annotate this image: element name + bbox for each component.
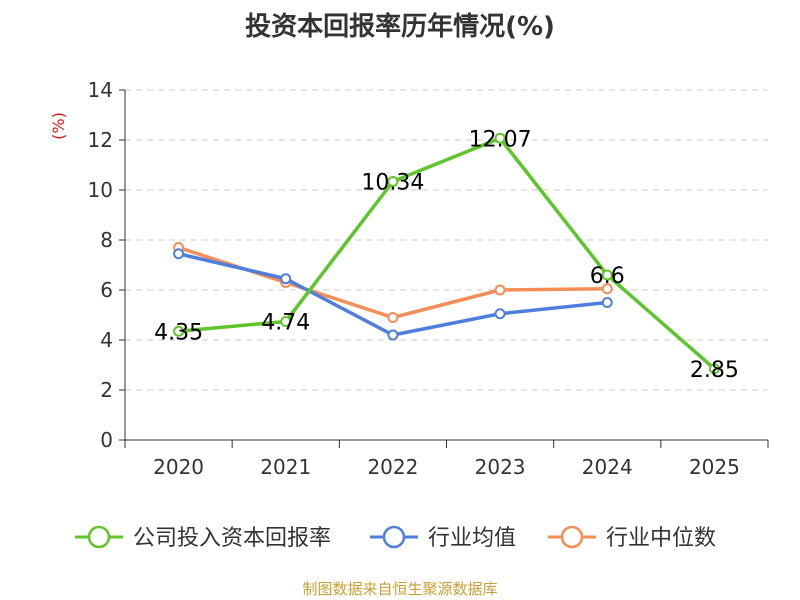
y-tick-label: 10 xyxy=(88,178,113,202)
data-point[interactable] xyxy=(387,176,399,187)
series-lines xyxy=(173,132,720,375)
y-tick-label: 2 xyxy=(100,378,113,402)
series-line xyxy=(178,136,716,371)
data-point[interactable] xyxy=(387,329,399,341)
data-point[interactable] xyxy=(708,363,720,375)
legend-marker[interactable] xyxy=(87,525,111,549)
axes: 0 2 4 6 8 10 12 14 2020 2021 2022 2023 2024 2025 (%) xyxy=(49,78,769,479)
data-point[interactable] xyxy=(494,132,506,144)
data-label: 2.85 xyxy=(690,358,739,383)
source-note: 制图数据来自恒生聚源数据库 xyxy=(302,580,498,598)
y-tick-label: 8 xyxy=(100,228,113,252)
y-tick-label: 6 xyxy=(100,278,113,302)
data-labels: 4.35 4.74 10.34 12.07 6.6 2.85 xyxy=(154,127,739,383)
legend-marker[interactable] xyxy=(560,525,584,549)
x-tick-label: 2025 xyxy=(689,455,740,479)
data-label: 4.74 xyxy=(261,311,310,336)
grid-lines xyxy=(125,89,768,391)
y-tick-label: 0 xyxy=(100,428,113,452)
x-tick-label: 2023 xyxy=(475,455,526,479)
legend-label[interactable]: 行业中位数 xyxy=(606,526,716,551)
legend-label[interactable]: 行业均值 xyxy=(428,526,516,551)
data-label: 10.34 xyxy=(361,171,424,196)
legend-marker[interactable] xyxy=(382,525,406,549)
data-point[interactable] xyxy=(494,284,506,296)
data-point[interactable] xyxy=(601,283,613,295)
y-tick-label: 4 xyxy=(100,328,113,352)
chart-title: 投资本回报率历年情况(%) xyxy=(245,12,555,42)
data-point[interactable] xyxy=(173,248,185,260)
x-tick-label: 2021 xyxy=(260,455,311,479)
data-point[interactable] xyxy=(601,297,613,308)
data-point[interactable] xyxy=(280,316,292,327)
legend: 公司投入资本回报率 行业均值 行业中位数 xyxy=(75,525,716,551)
x-tick-label: 2020 xyxy=(153,455,204,479)
data-point[interactable] xyxy=(494,308,506,320)
y-tick-label: 12 xyxy=(88,128,113,152)
x-tick-label: 2022 xyxy=(367,455,418,479)
x-tick-label: 2024 xyxy=(582,455,633,479)
y-axis-unit-label: (%) xyxy=(49,112,68,140)
data-point[interactable] xyxy=(601,269,613,281)
series-line xyxy=(178,245,608,320)
data-point[interactable] xyxy=(387,312,399,323)
data-label: 4.35 xyxy=(154,320,203,345)
data-point[interactable] xyxy=(173,325,185,337)
data-point[interactable] xyxy=(280,273,292,285)
data-label: 6.6 xyxy=(590,264,625,289)
y-tick-label: 14 xyxy=(88,78,113,102)
data-label: 12.07 xyxy=(469,127,532,152)
legend-label[interactable]: 公司投入资本回报率 xyxy=(133,526,331,551)
